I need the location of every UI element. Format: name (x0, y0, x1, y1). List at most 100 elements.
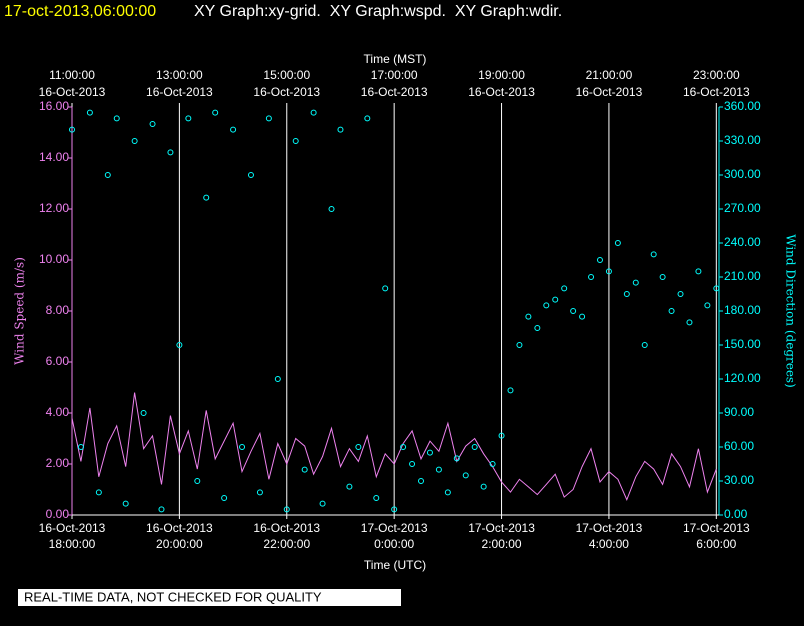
x-tick-label: 6:00:00 (696, 537, 736, 551)
y-axis-title: Wind Speed (m/s) (13, 257, 27, 365)
series-point (140, 410, 147, 416)
y2-tick-label: 60.00 (724, 439, 754, 453)
series-point (489, 461, 496, 467)
series-point (641, 342, 648, 348)
series-point (256, 489, 263, 496)
y-tick-label: 12.00 (39, 201, 69, 215)
x-tick-label: 16-Oct-2013 (146, 521, 213, 535)
y-tick-label: 14.00 (39, 150, 69, 164)
series-point (122, 500, 129, 507)
note-box (18, 589, 401, 606)
series-point (650, 251, 657, 258)
x2-tick-label: 16-Oct-2013 (253, 85, 320, 99)
y2-tick-label: 330.00 (724, 133, 761, 147)
series-point (265, 115, 272, 122)
y2-tick-label: 210.00 (724, 269, 761, 283)
series-point (588, 274, 595, 280)
series-point (373, 495, 380, 501)
x2-tick-label: 16-Oct-2013 (683, 85, 750, 99)
series-point (570, 308, 577, 314)
series-point (704, 302, 711, 309)
series-point (623, 291, 630, 297)
title-time: 17-oct-2013,06:00:00 (4, 3, 156, 20)
series-point (596, 257, 603, 263)
x2-tick-label: 16-Oct-2013 (576, 85, 643, 99)
y2-tick-label: 180.00 (724, 303, 761, 317)
x2-tick-label: 16-Oct-2013 (146, 85, 213, 99)
x-tick-label: 20:00:00 (156, 537, 203, 551)
y2-tick-label: 270.00 (724, 201, 761, 215)
series-point (158, 506, 165, 513)
x2-tick-label: 21:00:00 (586, 68, 633, 82)
x-tick-label: 2:00:00 (482, 537, 522, 551)
x2-tick-label: 17:00:00 (371, 68, 418, 82)
x2-tick-label: 16-Oct-2013 (39, 85, 106, 99)
x-axis-title: Time (UTC) (364, 558, 426, 572)
series-point (400, 444, 407, 450)
series-point (176, 342, 183, 348)
series-point (221, 495, 228, 501)
series-point (167, 149, 174, 156)
series-point (507, 387, 514, 394)
series-point (310, 109, 317, 116)
y2-tick-label: 150.00 (724, 337, 761, 351)
series-point (301, 466, 308, 473)
chart-title: XY Graph:xy-grid. XY Graph:wspd. XY Grap… (194, 3, 562, 20)
series-point (534, 325, 541, 331)
series-point (426, 449, 433, 456)
series-point (409, 461, 416, 467)
series-point (525, 313, 532, 320)
series-point (659, 274, 666, 280)
series-point (95, 489, 102, 496)
y2-axis-title: Wind Direction (degrees) (784, 234, 798, 388)
y2-tick-label: 360.00 (724, 99, 761, 113)
series-point (283, 506, 290, 513)
y-tick-label: 16.00 (39, 99, 69, 113)
series-point (212, 109, 219, 116)
series-point (579, 313, 586, 320)
x-tick-label: 18:00:00 (49, 537, 96, 551)
series-point (516, 342, 523, 348)
series-point (453, 455, 460, 462)
series-point (480, 483, 487, 490)
series-point (149, 121, 156, 127)
x-tick-label: 17-Oct-2013 (576, 521, 643, 535)
y2-tick-label: 90.00 (724, 405, 754, 419)
series-point (561, 285, 568, 292)
series-point (444, 489, 451, 496)
y-tick-label: 2.00 (46, 456, 70, 470)
y-tick-label: 6.00 (46, 354, 70, 368)
series-point (230, 126, 237, 133)
series-point (364, 115, 371, 122)
series-line (71, 392, 717, 502)
series-point (632, 279, 639, 286)
x-tick-label: 17-Oct-2013 (468, 521, 535, 535)
y2-tick-label: 240.00 (724, 235, 761, 249)
x2-tick-label: 16-Oct-2013 (361, 85, 428, 99)
x2-tick-label: 19:00:00 (478, 68, 525, 82)
series-point (337, 126, 344, 133)
note: REAL-TIME DATA, NOT CHECKED FOR QUALITY (24, 589, 322, 604)
series-point (435, 466, 442, 473)
series-point (86, 109, 93, 116)
series-point (319, 500, 326, 507)
y-tick-label: 0.00 (46, 507, 70, 521)
series-point (552, 296, 559, 303)
x2-tick-label: 16-Oct-2013 (468, 85, 535, 99)
series-point (346, 483, 353, 490)
series-point (113, 115, 120, 122)
series-point (355, 444, 362, 450)
y2-tick-label: 120.00 (724, 371, 761, 385)
series-point (292, 138, 299, 144)
series-point (543, 302, 550, 309)
series-point (677, 291, 684, 297)
series-point (247, 172, 254, 178)
series-point (382, 285, 389, 292)
y-tick-label: 8.00 (46, 303, 70, 317)
y2-tick-label: 0.00 (724, 507, 748, 521)
series-point (185, 115, 192, 122)
x-tick-label: 22:00:00 (263, 537, 310, 551)
series-point (104, 172, 111, 178)
